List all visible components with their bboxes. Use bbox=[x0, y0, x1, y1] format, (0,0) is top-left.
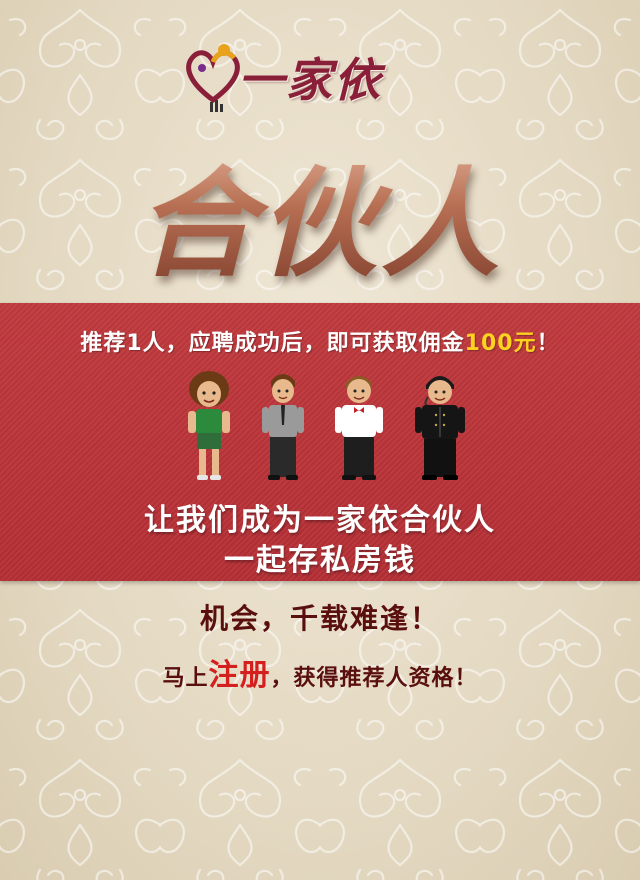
cta-prefix: 马上 bbox=[162, 666, 209, 691]
commission-amount: 100元 bbox=[464, 331, 537, 356]
family-heart-logo-icon bbox=[186, 44, 240, 112]
opportunity-text: 机会，千载难逢！ bbox=[199, 602, 440, 635]
cta-suffix: ，获得推荐人资格！ bbox=[270, 666, 478, 691]
referral-headline: 推荐1人，应聘成功后，即可获取佣金100元！ bbox=[0, 325, 640, 357]
register-call-to-action: 马上注册，获得推荐人资格！ bbox=[0, 650, 640, 694]
chef-person-icon bbox=[415, 376, 465, 480]
headline-prefix: 推荐1人，应聘成功后，即可获取佣金 bbox=[80, 331, 465, 356]
partner-slogan: 让我们成为一家依合伙人 bbox=[144, 503, 496, 538]
shirt-tie-person-icon bbox=[262, 374, 304, 480]
hero-title: 合伙人 bbox=[0, 128, 640, 299]
promo-band: 推荐1人，应聘成功后，即可获取佣金100元！ bbox=[0, 303, 640, 581]
brand-name: 一家依 bbox=[238, 53, 382, 107]
headline-suffix: ！ bbox=[536, 331, 560, 356]
curly-hair-person-icon bbox=[188, 371, 230, 480]
savings-slogan: 一起存私房钱 bbox=[224, 543, 416, 578]
people-illustration bbox=[180, 367, 470, 485]
register-link[interactable]: 注册 bbox=[208, 658, 271, 693]
waiter-person-icon bbox=[335, 376, 383, 480]
brand-logo: 一家依 bbox=[180, 38, 440, 118]
